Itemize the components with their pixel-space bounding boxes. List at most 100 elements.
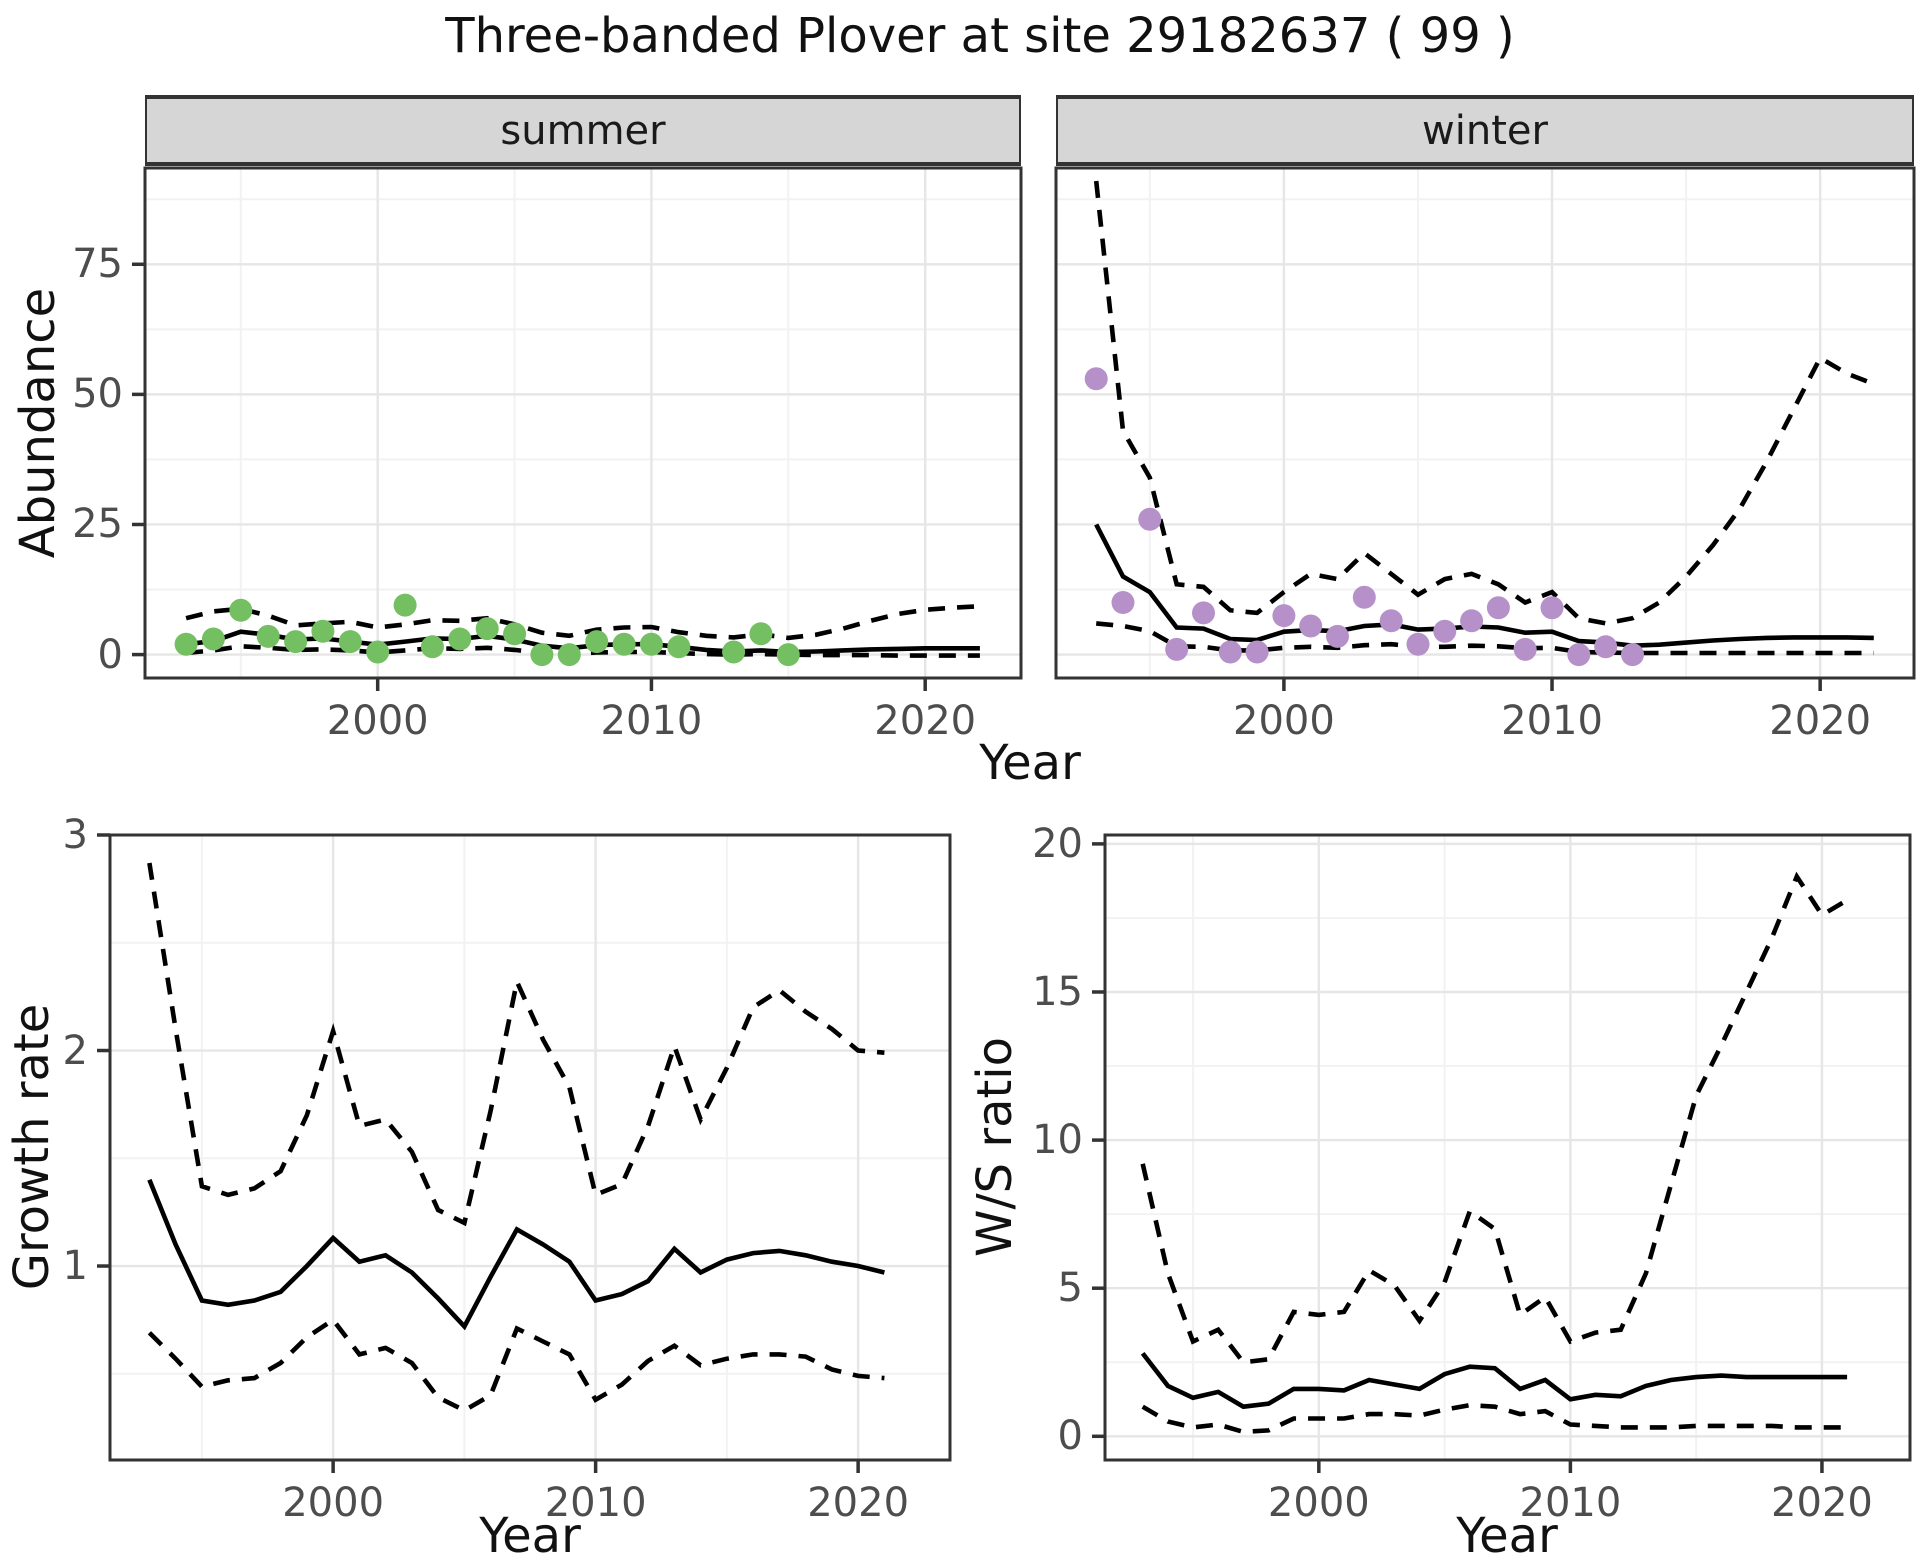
summer-data-point <box>311 619 335 643</box>
summer-data-point <box>667 635 691 659</box>
summer-data-point <box>530 643 554 667</box>
panel-border <box>143 166 1023 680</box>
growth-y-axis-label: Growth rate <box>4 1003 60 1291</box>
ws-y-axis-label: W/S ratio <box>967 1036 1023 1258</box>
y-tick-label: 25 <box>72 501 123 548</box>
panel-w-s-ratio <box>1092 833 1912 1473</box>
x-tick-label: 2000 <box>1233 698 1335 744</box>
summer-lower_ci-line <box>185 643 980 658</box>
panel-background <box>1105 835 1910 1460</box>
summer-data-point <box>722 640 746 664</box>
abundance-y-axis-label: Abundance <box>10 287 66 559</box>
winter-data-point <box>1352 585 1376 609</box>
winter-data-point <box>1486 596 1510 620</box>
panel-border <box>1103 833 1912 1462</box>
summer-data-point <box>585 630 609 654</box>
winter-data-point <box>1513 637 1537 661</box>
x-tick-label: 2000 <box>1267 1480 1370 1526</box>
winter-data-point <box>1218 640 1242 664</box>
x-tick-label: 2010 <box>1501 698 1603 744</box>
summer-data-point <box>393 593 417 617</box>
winter-data-point <box>1621 643 1644 667</box>
summer-data-point <box>612 632 636 656</box>
summer-data-point <box>749 622 773 646</box>
summer-data-point <box>174 632 198 656</box>
winter-upper_ci-line <box>1093 180 1875 626</box>
winter-data-point <box>1245 640 1269 664</box>
y-tick-label: 3 <box>62 812 88 858</box>
panel-border <box>108 833 952 1462</box>
panel-summer <box>132 166 1023 691</box>
panel-background <box>1056 168 1914 678</box>
summer-data-point <box>284 630 308 654</box>
panel-border <box>1054 166 1916 680</box>
summer-data-point <box>338 630 362 654</box>
facet-strip-summer: summer <box>145 95 1021 166</box>
winter-data-point <box>1594 635 1618 659</box>
chart-title: Three-banded Plover at site 29182637 ( 9… <box>445 8 1515 64</box>
winter-data-point <box>1272 604 1296 628</box>
winter-data-point <box>1111 591 1135 614</box>
winter-data-point <box>1379 609 1403 633</box>
winter-data-point <box>1138 507 1162 531</box>
summer-data-point <box>557 643 581 667</box>
winter-lower_ci-line <box>1095 621 1874 656</box>
summer-data-point <box>503 622 527 646</box>
summer-data-point <box>475 617 499 641</box>
y-tick-label: 1 <box>62 1243 88 1290</box>
y-tick-label: 75 <box>72 241 123 288</box>
panel-winter <box>1054 166 1916 691</box>
y-tick-label: 2 <box>62 1027 88 1074</box>
x-tick-label: 2010 <box>544 1480 647 1526</box>
x-tick-label: 2020 <box>1771 1480 1873 1526</box>
top-x-axis-label: Year <box>979 735 1081 791</box>
x-tick-label: 2020 <box>874 698 977 744</box>
x-tick-label: 2000 <box>282 1480 385 1526</box>
summer-upper_ci-line <box>185 603 981 641</box>
w-s-ratio-fit-line <box>1140 1351 1848 1410</box>
ws-x-axis-label: Year <box>1456 1508 1558 1560</box>
x-tick-label: 2010 <box>1519 1480 1622 1526</box>
summer-data-point <box>256 624 280 648</box>
y-tick-label: 5 <box>1057 1265 1083 1312</box>
facet-strip-winter: winter <box>1056 95 1914 166</box>
facet-strip-summer-label: summer <box>500 107 666 154</box>
y-tick-label: 15 <box>1032 968 1083 1015</box>
y-tick-label: 0 <box>97 631 123 678</box>
summer-data-point <box>201 627 225 651</box>
winter-data-point <box>1406 632 1430 656</box>
growth-rate-upper_ci-line <box>147 862 885 1227</box>
winter-data-point <box>1326 624 1349 648</box>
y-tick-label: 0 <box>1057 1413 1083 1460</box>
x-tick-label: 2020 <box>807 1480 910 1526</box>
y-tick-label: 10 <box>1032 1117 1083 1164</box>
summer-data-point <box>366 640 390 664</box>
x-tick-label: 2010 <box>600 698 703 744</box>
winter-data-point <box>1192 601 1215 625</box>
summer-data-point <box>776 643 800 667</box>
summer-data-point <box>448 627 472 651</box>
growth-rate-lower_ci-line <box>147 1316 885 1414</box>
winter-fit-line <box>1094 523 1874 649</box>
summer-data-point <box>420 635 444 659</box>
w-s-ratio-upper_ci-line <box>1140 871 1849 1365</box>
y-tick-label: 50 <box>72 371 123 418</box>
winter-data-point <box>1540 596 1564 620</box>
winter-data-point <box>1433 619 1457 643</box>
panel-growth-rate <box>97 833 952 1473</box>
panel-background <box>110 835 950 1460</box>
winter-data-point <box>1299 614 1323 638</box>
summer-data-point <box>229 598 253 622</box>
winter-data-point <box>1084 367 1108 391</box>
x-tick-label: 2000 <box>326 698 429 744</box>
w-s-ratio-lower_ci-line <box>1141 1402 1848 1435</box>
y-tick-label: 20 <box>1032 820 1083 867</box>
facet-strip-winter-label: winter <box>1422 107 1548 154</box>
panel-background <box>145 168 1021 678</box>
winter-data-point <box>1567 643 1591 667</box>
winter-data-point <box>1460 609 1484 633</box>
growth-rate-fit-line <box>147 1178 885 1331</box>
x-tick-label: 2020 <box>1769 698 1872 744</box>
